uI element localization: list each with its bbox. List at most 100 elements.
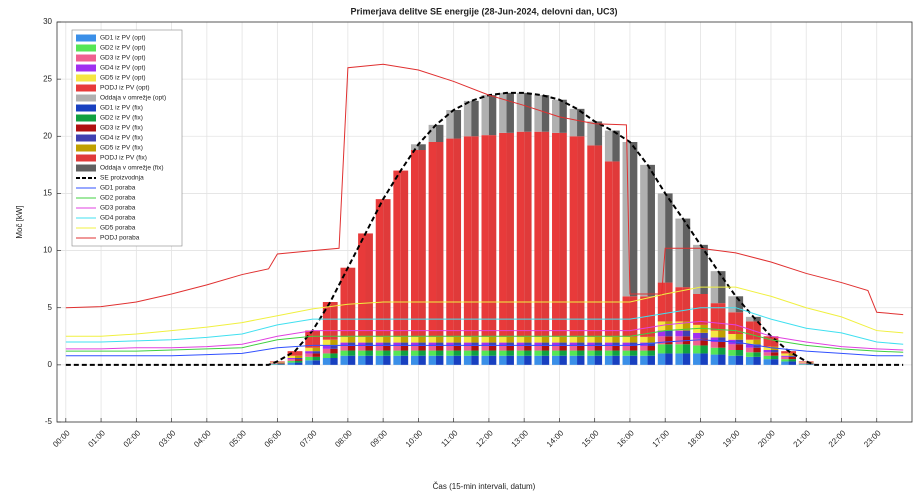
y-tick-label: 15 (43, 189, 52, 198)
bar (594, 346, 603, 351)
bar (753, 352, 761, 357)
legend-label: GD3 iz PV (fix) (100, 125, 143, 132)
bar (463, 342, 472, 346)
bar (516, 346, 525, 351)
bar (788, 355, 797, 357)
line (65, 286, 904, 337)
bar (446, 138, 454, 337)
bar (710, 303, 719, 331)
bar (365, 355, 373, 365)
bar (446, 342, 454, 346)
bar (358, 355, 366, 365)
bar (728, 312, 736, 334)
bar (347, 336, 356, 343)
bar (481, 346, 489, 351)
line (65, 63, 904, 316)
bar (330, 302, 338, 340)
bar (798, 362, 807, 363)
bar (657, 336, 666, 345)
bar (365, 342, 373, 346)
bar (541, 355, 550, 365)
bar (569, 346, 578, 351)
bar (383, 199, 391, 337)
bar (682, 287, 691, 322)
bar (305, 347, 313, 352)
bar (499, 355, 507, 365)
bar (569, 342, 578, 346)
bar (393, 346, 401, 351)
legend-swatch (76, 74, 96, 82)
bar (269, 364, 278, 365)
bar (604, 350, 613, 356)
bar (312, 330, 321, 348)
bar (499, 350, 507, 356)
bar (604, 161, 613, 337)
bar (753, 316, 761, 322)
bar (657, 321, 666, 331)
bar (577, 336, 585, 343)
line (65, 327, 904, 353)
bar (700, 294, 708, 325)
bar (559, 132, 567, 337)
bar (277, 363, 285, 364)
bar (488, 135, 497, 337)
bar (735, 312, 744, 334)
bar (294, 351, 303, 356)
bar (710, 354, 719, 365)
bar (383, 346, 391, 351)
bar (675, 330, 683, 337)
bar (682, 321, 691, 331)
bar (418, 355, 426, 365)
legend-swatch (76, 124, 96, 132)
bar (735, 355, 744, 365)
bar (534, 346, 542, 351)
bar (781, 356, 789, 360)
bar (806, 363, 814, 365)
bar (393, 170, 401, 337)
bar (340, 350, 348, 356)
bar (788, 361, 797, 365)
y-tick-label: -5 (45, 417, 53, 426)
bar (400, 346, 409, 351)
bar (587, 355, 595, 365)
legend-swatch (76, 94, 96, 102)
legend-swatch (76, 104, 96, 112)
bar (446, 355, 454, 365)
bar (665, 336, 673, 345)
bar (587, 346, 595, 351)
bar (781, 361, 789, 365)
bar (587, 121, 595, 146)
bar (534, 95, 542, 132)
bar (287, 355, 295, 358)
legend-label: GD5 iz PV (fix) (100, 145, 143, 152)
bar (506, 132, 514, 337)
bar (682, 353, 691, 365)
bar (481, 355, 489, 365)
bar (640, 336, 648, 343)
bar (693, 345, 701, 354)
bar (463, 136, 472, 337)
y-tick-label: 25 (43, 74, 52, 83)
bar (665, 321, 673, 331)
bar (612, 350, 620, 356)
bar (682, 330, 691, 337)
bar (735, 339, 744, 345)
legend-label: SE proizvodnja (100, 175, 144, 182)
bar (436, 336, 444, 343)
bar (340, 355, 348, 365)
bar (612, 355, 620, 365)
bar (365, 346, 373, 351)
bar (763, 336, 771, 347)
bar (322, 348, 331, 354)
bar (488, 346, 497, 351)
bar (499, 92, 507, 133)
bar (312, 353, 321, 357)
bar (383, 336, 391, 343)
bar (604, 346, 613, 351)
bar (647, 336, 655, 343)
legend-label: GD2 iz PV (opt) (100, 45, 146, 52)
bar (647, 296, 655, 337)
bar (753, 339, 761, 345)
bar (541, 336, 550, 343)
bar (393, 350, 401, 356)
